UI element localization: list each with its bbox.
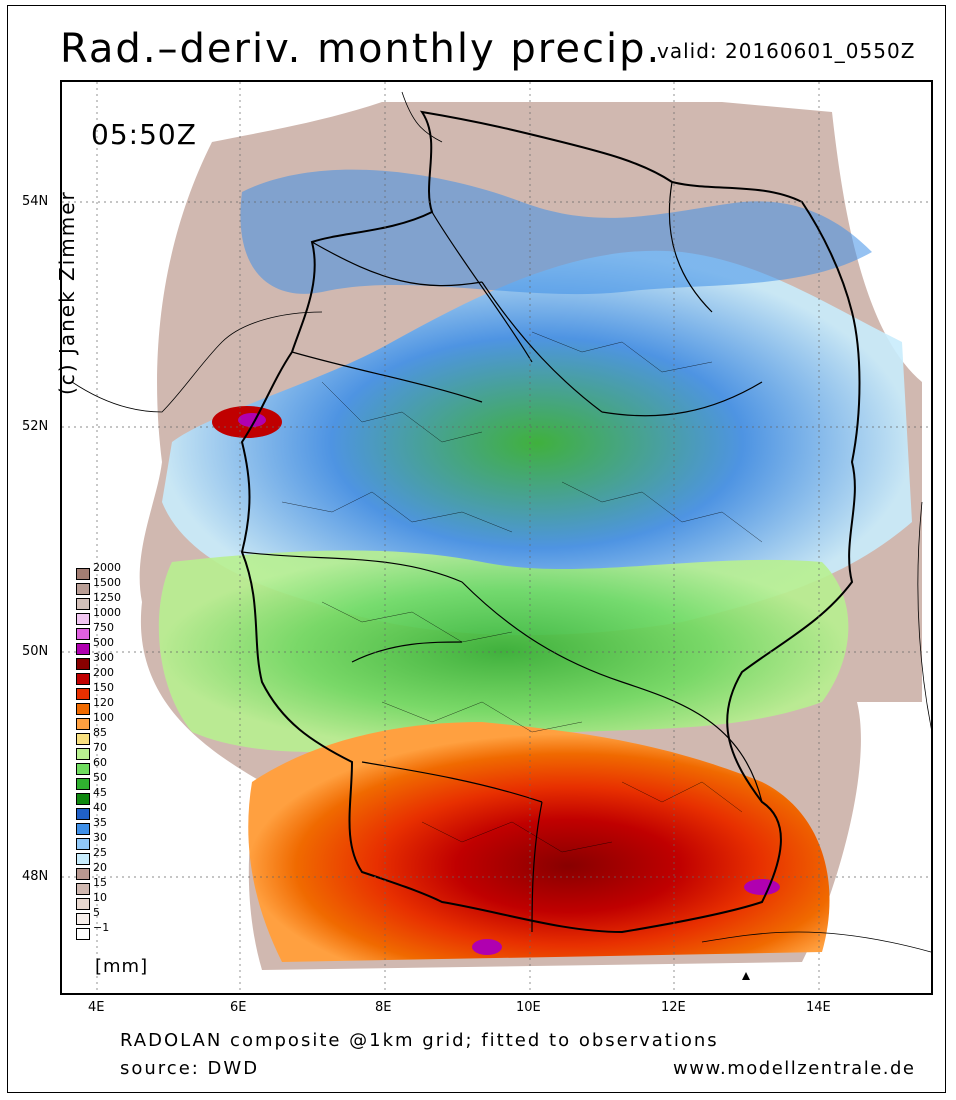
legend-swatch: [76, 688, 90, 700]
legend-label: −1: [93, 921, 110, 934]
legend-swatch: [76, 703, 90, 715]
legend-label: 50: [93, 771, 107, 784]
legend-label: 40: [93, 801, 107, 814]
legend-swatch: [76, 913, 90, 925]
footer-description: RADOLAN composite @1km grid; fitted to o…: [120, 1030, 719, 1051]
legend-swatch: [76, 868, 90, 880]
legend-label: 1250: [93, 591, 121, 604]
legend-label: 120: [93, 696, 114, 709]
legend-swatch: [76, 793, 90, 805]
legend-label: 5: [93, 906, 100, 919]
coastline: [71, 91, 931, 953]
legend-label: 1500: [93, 576, 121, 589]
footer-source: source: DWD: [120, 1058, 260, 1079]
southern-heavy-precip: [248, 722, 830, 962]
marker-triangle: [742, 972, 750, 980]
lon-label-12e: 12E: [661, 1000, 686, 1015]
legend-label: 35: [93, 816, 107, 829]
legend-label: 500: [93, 636, 114, 649]
legend-swatch: [76, 748, 90, 760]
legend-swatch: [76, 718, 90, 730]
legend-swatch: [76, 583, 90, 595]
legend-swatch: [76, 808, 90, 820]
legend-swatch: [76, 823, 90, 835]
lat-label-52n: 52N: [22, 419, 49, 434]
lon-label-6e: 6E: [230, 1000, 247, 1015]
legend-label: 70: [93, 741, 107, 754]
northern-precip-band: [162, 250, 912, 636]
map-title: Rad.–deriv. monthly precip.: [60, 26, 662, 72]
north-coast-band: [240, 169, 872, 295]
legend-swatch: [76, 613, 90, 625]
legend-swatch: [76, 883, 90, 895]
legend-label: 30: [93, 831, 107, 844]
legend-unit: [mm]: [95, 956, 149, 977]
legend-swatch: [76, 763, 90, 775]
map-canvas: [62, 82, 931, 993]
legend-swatch: [76, 838, 90, 850]
legend-label: 20: [93, 861, 107, 874]
germany-border: [240, 110, 861, 934]
legend-swatch: [76, 898, 90, 910]
state-borders: [241, 181, 763, 933]
valid-time: valid: 20160601_0550Z: [657, 39, 916, 63]
legend-swatch: [76, 643, 90, 655]
legend-swatch: [76, 658, 90, 670]
lat-label-54n: 54N: [22, 194, 49, 209]
legend-swatch: [76, 628, 90, 640]
legend-label: 10: [93, 891, 107, 904]
lat-label-50n: 50N: [22, 644, 49, 659]
legend-label: 15: [93, 876, 107, 889]
color-legend: 2000 1500 1250 1000 750 500 300 200 150 120 100 85 7…: [76, 560, 196, 990]
legend-label: 85: [93, 726, 107, 739]
district-borders: [281, 331, 763, 853]
lon-label-8e: 8E: [375, 1000, 392, 1015]
legend-swatch: [76, 598, 90, 610]
credit-label: (c) Janek Zimmer: [55, 190, 79, 395]
legend-swatch: [76, 568, 90, 580]
figure-frame: [7, 5, 946, 1093]
hotspot-alps: [472, 939, 502, 955]
lon-label-14e: 14E: [806, 1000, 831, 1015]
legend-label: 100: [93, 711, 114, 724]
legend-label: 300: [93, 651, 114, 664]
graticule: [62, 82, 931, 993]
legend-swatch: [76, 673, 90, 685]
legend-swatch: [76, 928, 90, 940]
hotspot-bavaria: [744, 879, 780, 895]
lat-label-48n: 48N: [22, 869, 49, 884]
legend-label: 200: [93, 666, 114, 679]
legend-label: 60: [93, 756, 107, 769]
legend-label: 45: [93, 786, 107, 799]
legend-swatch: [76, 733, 90, 745]
legend-swatch: [76, 853, 90, 865]
lon-label-10e: 10E: [516, 1000, 541, 1015]
legend-label: 750: [93, 621, 114, 634]
footer-website: www.modellzentrale.de: [673, 1058, 916, 1079]
hotspot-core: [238, 413, 266, 427]
precip-map: [60, 80, 933, 995]
legend-label: 25: [93, 846, 107, 859]
legend-label: 2000: [93, 561, 121, 574]
time-label: 05:50Z: [91, 118, 197, 151]
legend-label: 1000: [93, 606, 121, 619]
lon-label-4e: 4E: [88, 1000, 105, 1015]
legend-swatch: [76, 778, 90, 790]
legend-label: 150: [93, 681, 114, 694]
